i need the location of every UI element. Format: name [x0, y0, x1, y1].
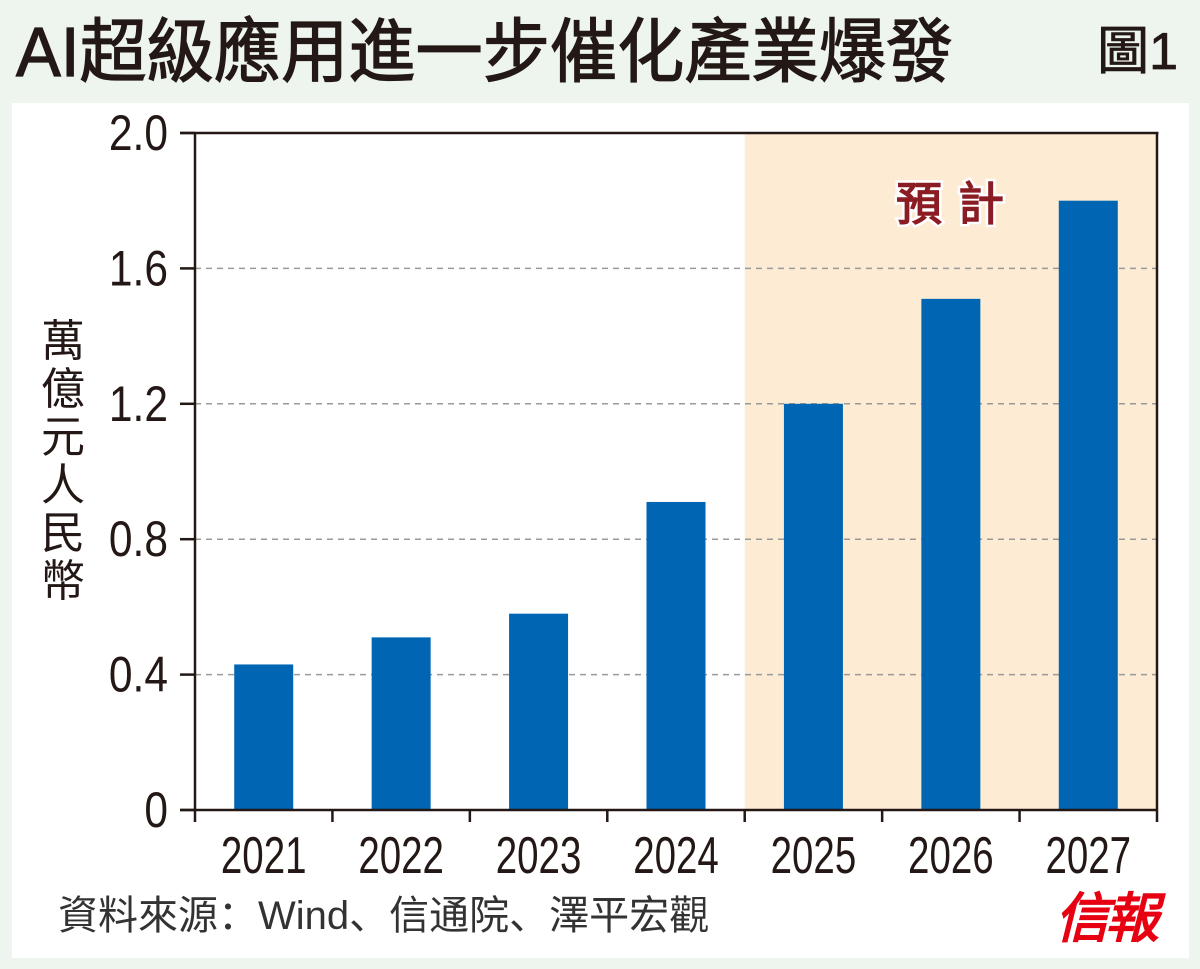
- y-tick-label: 1.6: [109, 240, 168, 296]
- y-tick-label: 0: [144, 782, 168, 838]
- bar-2027: [1058, 200, 1118, 810]
- forecast-label: 預 計: [896, 177, 1004, 231]
- bar-2022: [371, 637, 431, 810]
- publisher-logo: 信報: [1055, 886, 1159, 950]
- bar-2021: [234, 664, 294, 810]
- figure-number: 圖1: [1097, 23, 1179, 82]
- bars: [234, 200, 1118, 810]
- x-tick-label: 2022: [358, 826, 444, 884]
- chart-title: AI超級應用進一步催化產業爆發: [15, 12, 954, 91]
- tick-labels: 0 0.4 0.8 1.2 1.6 2.0 2021 2022 2023 2024 2025 2026…: [109, 105, 1131, 885]
- bar-2026: [921, 298, 981, 810]
- y-axis-label: 萬億元人民幣: [38, 318, 88, 606]
- y-tick-label: 0.8: [109, 511, 168, 567]
- bar-2025: [783, 403, 843, 810]
- y-tick-label: 2.0: [109, 105, 168, 161]
- y-axis-label-text: 萬億元人民幣: [41, 317, 85, 606]
- x-tick-label: 2021: [221, 826, 307, 884]
- y-tick-label: 1.2: [109, 376, 168, 432]
- bar-2024: [646, 501, 706, 810]
- source-note: 資料來源：Wind、信通院、澤平宏觀: [58, 894, 710, 938]
- x-tick-label: 2026: [908, 826, 994, 884]
- x-tick-label: 2025: [771, 826, 857, 884]
- x-tick-label: 2027: [1045, 826, 1131, 884]
- x-tick-label: 2023: [496, 826, 582, 884]
- bar-2023: [509, 613, 569, 810]
- y-tick-label: 0.4: [109, 646, 168, 702]
- x-tick-label: 2024: [633, 826, 719, 884]
- axes: [180, 131, 1159, 822]
